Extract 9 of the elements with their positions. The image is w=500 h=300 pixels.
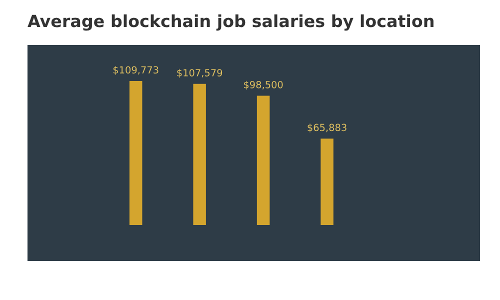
bar [129, 81, 142, 225]
chart-title: Average blockchain job salaries by location [28, 14, 434, 31]
data-label: $109,773 [113, 66, 158, 75]
bar [320, 138, 334, 225]
data-label: $98,500 [244, 80, 283, 90]
data-label: $65,883 [308, 124, 346, 132]
bar [256, 96, 270, 225]
bar [193, 84, 206, 225]
data-label: $107,579 [177, 68, 222, 78]
